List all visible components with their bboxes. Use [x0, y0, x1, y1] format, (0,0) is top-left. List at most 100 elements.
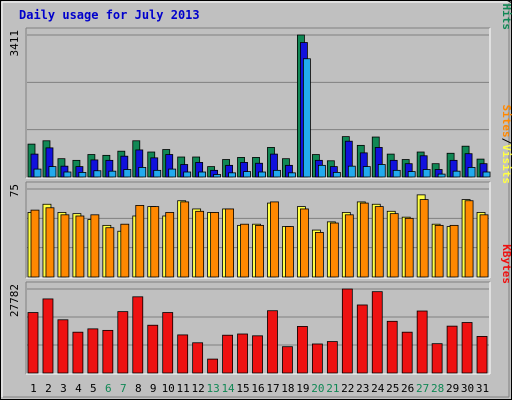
chart-panel-3: 27782 KBytes: [8, 244, 512, 375]
bar-kbytes-24: [371, 291, 383, 374]
x-tick-label: 16: [251, 382, 264, 395]
bar-kbytes-18: [282, 346, 293, 374]
bar-kbytes-8: [132, 296, 144, 374]
x-tick-label: 30: [461, 382, 474, 395]
x-tick-label: 17: [266, 382, 279, 395]
bar-pages-15: [243, 171, 251, 178]
bar-kbytes-6: [102, 329, 114, 374]
bar-pages-30: [467, 167, 476, 178]
x-tick-label: 12: [192, 382, 205, 395]
bar-kbytes-4: [72, 331, 84, 374]
bar-kbytes-3: [57, 319, 69, 374]
x-tick-label: 8: [135, 382, 142, 395]
bar-pages-2: [48, 166, 57, 178]
x-tick-label: 21: [326, 382, 339, 395]
bar-sites-14: [225, 208, 234, 278]
bar-pages-24: [377, 164, 386, 178]
x-tick-label: 7: [120, 382, 127, 395]
bar-sites-27: [419, 199, 429, 278]
bar-kbytes-12: [192, 342, 204, 374]
legend-entry: /: [500, 0, 512, 4]
bar-sites-24: [374, 206, 384, 278]
bar-pages-13: [213, 174, 222, 178]
x-tick-label: 15: [236, 382, 249, 395]
bar-sites-16: [255, 224, 264, 278]
bar-pages-4: [78, 172, 87, 178]
x-axis-labels: 1 2 3 4 5 6 7 8 9 10 11 12 13 14 15 16 17 18 19 20 21 22 23 24 2…: [30, 382, 489, 395]
bar-sites-17: [270, 201, 279, 278]
bar-sites-22: [344, 214, 354, 278]
bar-sites-25: [389, 213, 399, 278]
bar-kbytes-21: [326, 341, 338, 374]
bar-pages-19: [303, 58, 311, 178]
bar-pages-16: [258, 171, 266, 178]
bar-sites-18: [285, 226, 294, 278]
x-tick-label: 1: [30, 382, 37, 395]
bar-sites-26: [404, 217, 414, 278]
bar-pages-12: [198, 171, 207, 178]
bar-kbytes-5: [87, 328, 99, 374]
bar-sites-9: [150, 206, 160, 278]
bar-sites-10: [165, 212, 175, 278]
y-axis-max-label: 3411: [8, 30, 21, 57]
bar-sites-23: [359, 202, 369, 278]
x-tick-label: 20: [311, 382, 324, 395]
bar-kbytes-22: [341, 288, 353, 374]
bar-pages-31: [482, 171, 491, 178]
bar-pages-17: [273, 169, 281, 178]
x-tick-label: 22: [341, 382, 354, 395]
y-axis-max-label: 75: [8, 184, 21, 197]
bar-pages-6: [108, 170, 117, 178]
x-tick-label: 27: [416, 382, 429, 395]
bar-kbytes-14: [222, 334, 233, 374]
bar-pages-3: [63, 171, 72, 178]
legend: Sites/Visits: [500, 105, 512, 185]
bar-pages-11: [183, 171, 192, 178]
bar-sites-6: [105, 227, 115, 278]
x-tick-label: 19: [296, 382, 309, 395]
bar-kbytes-25: [386, 320, 398, 374]
bar-pages-27: [422, 169, 431, 178]
x-tick-label: 23: [356, 382, 369, 395]
bar-kbytes-28: [431, 343, 443, 374]
bar-kbytes-15: [237, 333, 248, 374]
bar-pages-29: [452, 170, 461, 178]
bar-kbytes-19: [297, 326, 308, 374]
chart-panel-2: 75 Sites/Visits: [8, 105, 512, 279]
plot-area: [26, 28, 490, 178]
bar-pages-8: [138, 167, 147, 178]
bar-pages-5: [93, 170, 102, 178]
bar-sites-15: [240, 223, 249, 278]
bar-kbytes-1: [27, 312, 39, 374]
x-tick-label: 13: [206, 382, 219, 395]
bar-sites-31: [479, 214, 489, 278]
x-tick-label: 4: [75, 382, 82, 395]
chart-title: Daily usage for July 2013: [19, 8, 200, 22]
bar-sites-5: [90, 214, 100, 278]
bar-kbytes-11: [177, 334, 189, 374]
bar-pages-9: [153, 169, 162, 178]
bar-sites-11: [180, 201, 190, 278]
x-tick-label: 6: [105, 382, 112, 395]
chart-panels: 3411Pages/Files/Hits75Sites/Visits27782K…: [8, 0, 512, 375]
x-tick-label: 26: [401, 382, 414, 395]
bar-sites-12: [195, 210, 205, 278]
bar-kbytes-26: [401, 331, 413, 374]
legend-entry: Hits: [500, 4, 512, 31]
bar-pages-25: [392, 169, 401, 178]
bar-kbytes-13: [207, 358, 219, 374]
x-tick-label: 14: [221, 382, 235, 395]
bar-sites-1: [30, 209, 40, 278]
bar-pages-18: [288, 172, 296, 178]
x-tick-label: 24: [371, 382, 385, 395]
bar-pages-1: [33, 168, 42, 178]
bar-sites-8: [135, 205, 145, 278]
bar-sites-30: [464, 200, 474, 278]
bar-kbytes-27: [416, 310, 428, 374]
x-tick-label: 5: [90, 382, 97, 395]
bar-pages-21: [332, 172, 341, 178]
bar-kbytes-20: [311, 343, 323, 374]
bar-kbytes-2: [42, 298, 54, 374]
bar-kbytes-29: [446, 325, 458, 374]
